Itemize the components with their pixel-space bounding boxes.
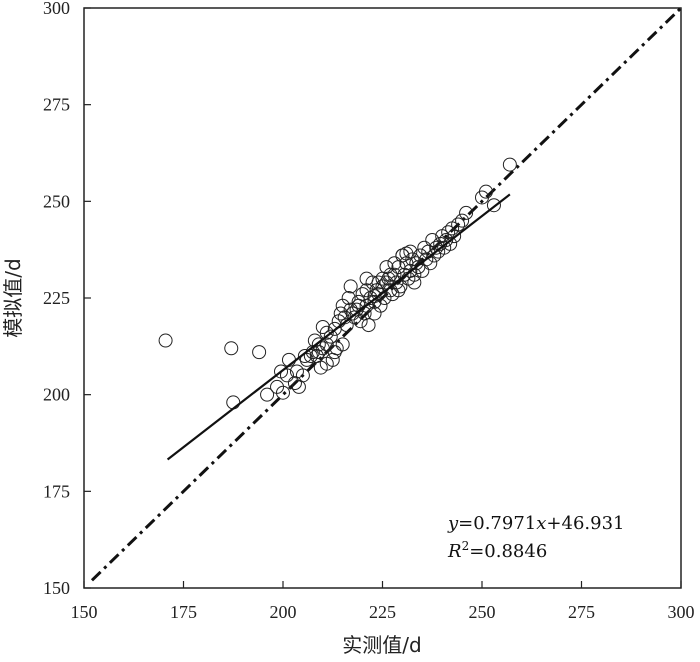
data-point xyxy=(252,345,267,360)
data-point xyxy=(419,252,434,267)
data-point xyxy=(407,275,422,290)
data-point xyxy=(359,283,374,298)
data-point xyxy=(459,205,474,220)
data-point xyxy=(276,385,290,400)
data-point xyxy=(287,376,302,391)
regression-equation: y=0.7971x+46.931 xyxy=(447,513,624,534)
data-point xyxy=(335,298,350,313)
x-tick-label: 175 xyxy=(170,602,197,622)
axis-ticks: 150 175 200 225 250 275 300 150 175 200 225 250 275 3… xyxy=(43,0,695,622)
y-tick-label: 275 xyxy=(43,95,70,115)
data-points xyxy=(158,157,517,410)
y-tick-label: 250 xyxy=(43,191,70,211)
data-point xyxy=(295,368,310,383)
data-point xyxy=(333,306,348,321)
data-point xyxy=(297,349,312,363)
data-point xyxy=(224,341,239,356)
r2-r: R xyxy=(447,541,462,562)
data-point xyxy=(417,240,432,255)
data-point xyxy=(158,333,173,348)
y-tick-label: 300 xyxy=(43,0,70,18)
x-tick-label: 150 xyxy=(71,602,98,622)
data-point xyxy=(291,379,306,394)
data-point xyxy=(343,279,358,294)
y-tick-label: 225 xyxy=(43,288,70,308)
reference-line-1to1 xyxy=(90,6,683,582)
data-point xyxy=(486,198,501,213)
data-point xyxy=(443,236,458,251)
data-point xyxy=(343,302,358,317)
data-point xyxy=(311,337,326,352)
y-tick-label: 175 xyxy=(43,481,70,501)
data-point xyxy=(427,248,442,263)
data-point xyxy=(226,395,241,410)
data-point xyxy=(319,337,334,352)
equation-y-var: y xyxy=(447,513,459,534)
data-point xyxy=(391,283,406,298)
fit-line-group xyxy=(166,193,511,461)
data-point xyxy=(367,289,382,304)
data-point xyxy=(375,271,390,286)
data-point xyxy=(502,157,517,172)
data-point xyxy=(353,314,368,329)
reference-line-group xyxy=(90,6,683,582)
data-point xyxy=(403,244,418,259)
r2-value: =0.8846 xyxy=(469,541,547,562)
regression-fit-line xyxy=(166,193,511,461)
x-tick-label: 200 xyxy=(270,602,297,622)
data-point xyxy=(455,213,470,228)
data-point xyxy=(379,260,394,275)
data-point xyxy=(383,267,398,282)
equation-intercept: +46.931 xyxy=(546,513,624,534)
data-point xyxy=(327,345,342,360)
r2-superscript: 2 xyxy=(462,539,470,553)
equation-coef: =0.7971 xyxy=(458,513,536,534)
y-tick-label: 150 xyxy=(43,578,70,598)
x-tick-label: 300 xyxy=(668,602,695,622)
data-point xyxy=(311,345,326,360)
equation-x-var: x xyxy=(536,513,546,534)
data-point xyxy=(387,256,402,271)
data-point xyxy=(425,233,440,247)
x-axis-title: 实测值/d xyxy=(342,633,421,657)
data-point xyxy=(355,287,370,302)
data-point xyxy=(335,337,350,352)
r-squared-label: R2=0.8846 xyxy=(447,539,547,562)
data-point xyxy=(478,184,493,199)
y-axis-title: 模拟值/d xyxy=(1,258,25,337)
data-point xyxy=(319,325,334,340)
data-point xyxy=(361,318,376,333)
data-point xyxy=(279,368,294,383)
x-tick-label: 275 xyxy=(568,602,595,622)
data-point xyxy=(260,387,275,402)
data-point xyxy=(323,329,338,344)
data-point xyxy=(359,298,374,313)
y-tick-label: 200 xyxy=(43,385,70,405)
data-point xyxy=(451,217,466,232)
x-tick-label: 250 xyxy=(469,602,496,622)
x-tick-label: 225 xyxy=(369,602,396,622)
data-point xyxy=(371,275,386,290)
